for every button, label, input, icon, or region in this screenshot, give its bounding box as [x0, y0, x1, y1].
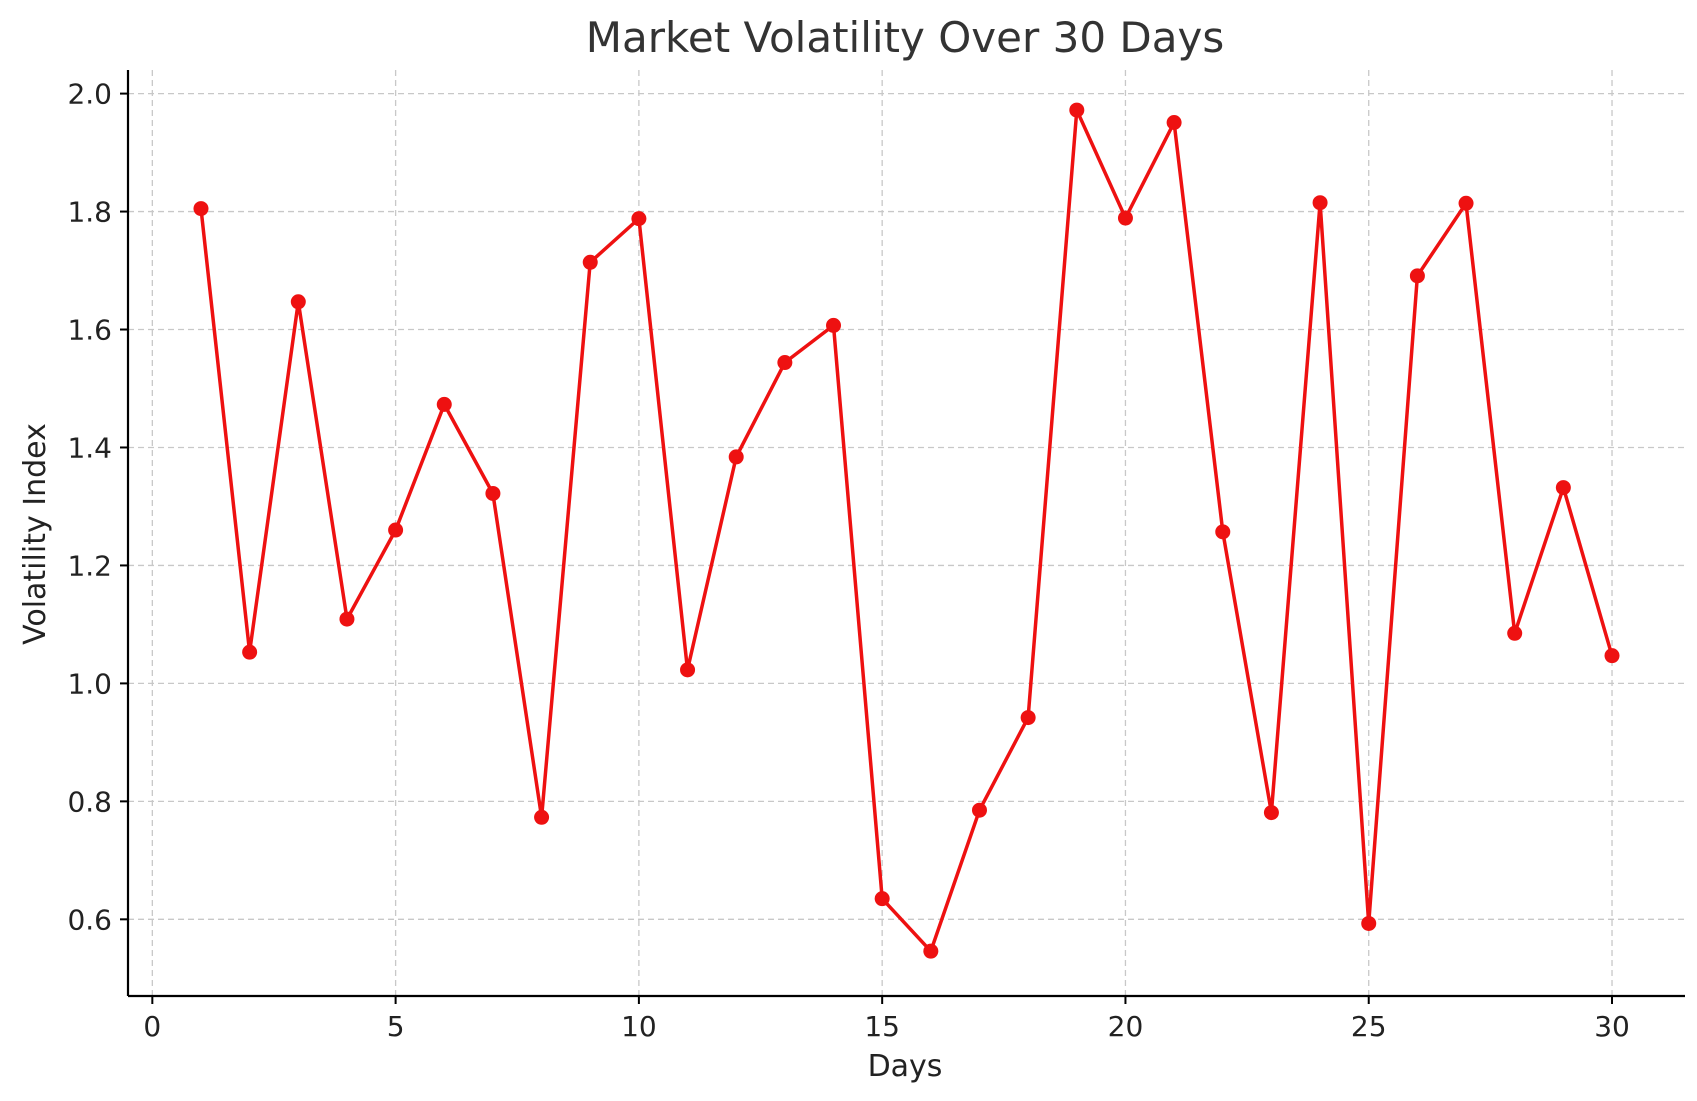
grid-lines — [128, 70, 1685, 996]
y-tick-label: 2.0 — [67, 78, 112, 111]
x-tick-label: 5 — [387, 1010, 405, 1043]
data-point — [534, 809, 550, 825]
y-tick-label: 1.6 — [67, 314, 112, 347]
data-point — [485, 485, 501, 501]
data-point — [728, 449, 744, 465]
data-point — [193, 201, 209, 217]
series-line — [199, 108, 1614, 953]
data-point — [1361, 915, 1377, 931]
tick-labels: 0 5 10 15 20 25 30 0.6 0.8 1.0 1.2 1.4 1.6 1.8 2.0 — [67, 78, 1629, 1043]
data-point — [290, 294, 306, 310]
x-tick-label: 0 — [143, 1010, 161, 1043]
data-point — [1312, 195, 1328, 211]
x-tick-label: 25 — [1351, 1010, 1387, 1043]
x-axis-label: Days — [868, 1049, 943, 1084]
y-tick-label: 0.8 — [67, 785, 112, 818]
data-point — [1409, 268, 1425, 284]
data-point — [388, 522, 404, 538]
data-point — [1069, 102, 1085, 118]
chart-title: Market Volatility Over 30 Days — [586, 13, 1224, 62]
data-point — [582, 254, 598, 270]
y-tick-label: 0.6 — [67, 903, 112, 936]
data-point — [777, 355, 793, 371]
x-tick-label: 15 — [864, 1010, 900, 1043]
data-point — [1458, 195, 1474, 211]
data-point — [923, 943, 939, 959]
data-point — [1263, 805, 1279, 821]
axes — [120, 70, 1685, 1004]
data-point — [242, 644, 258, 660]
data-point — [339, 611, 355, 627]
x-tick-label: 30 — [1594, 1010, 1630, 1043]
x-tick-label: 20 — [1108, 1010, 1144, 1043]
data-point — [1166, 114, 1182, 130]
data-point — [1507, 625, 1523, 641]
data-point — [680, 662, 696, 678]
y-tick-label: 1.4 — [67, 431, 112, 464]
data-point — [1555, 480, 1571, 496]
data-point — [1117, 210, 1133, 226]
data-point — [631, 211, 647, 227]
data-point — [436, 396, 452, 412]
data-point — [971, 802, 987, 818]
y-tick-label: 1.2 — [67, 549, 112, 582]
data-point — [874, 891, 890, 907]
x-tick-label: 10 — [621, 1010, 657, 1043]
data-point — [1604, 648, 1620, 664]
data-point — [1020, 710, 1036, 726]
data-point — [826, 317, 842, 333]
series-group — [193, 102, 1620, 959]
y-tick-label: 1.8 — [67, 196, 112, 229]
data-point — [1215, 524, 1231, 540]
y-axis-label: Volatility Index — [18, 423, 53, 645]
y-tick-label: 1.0 — [67, 667, 112, 700]
